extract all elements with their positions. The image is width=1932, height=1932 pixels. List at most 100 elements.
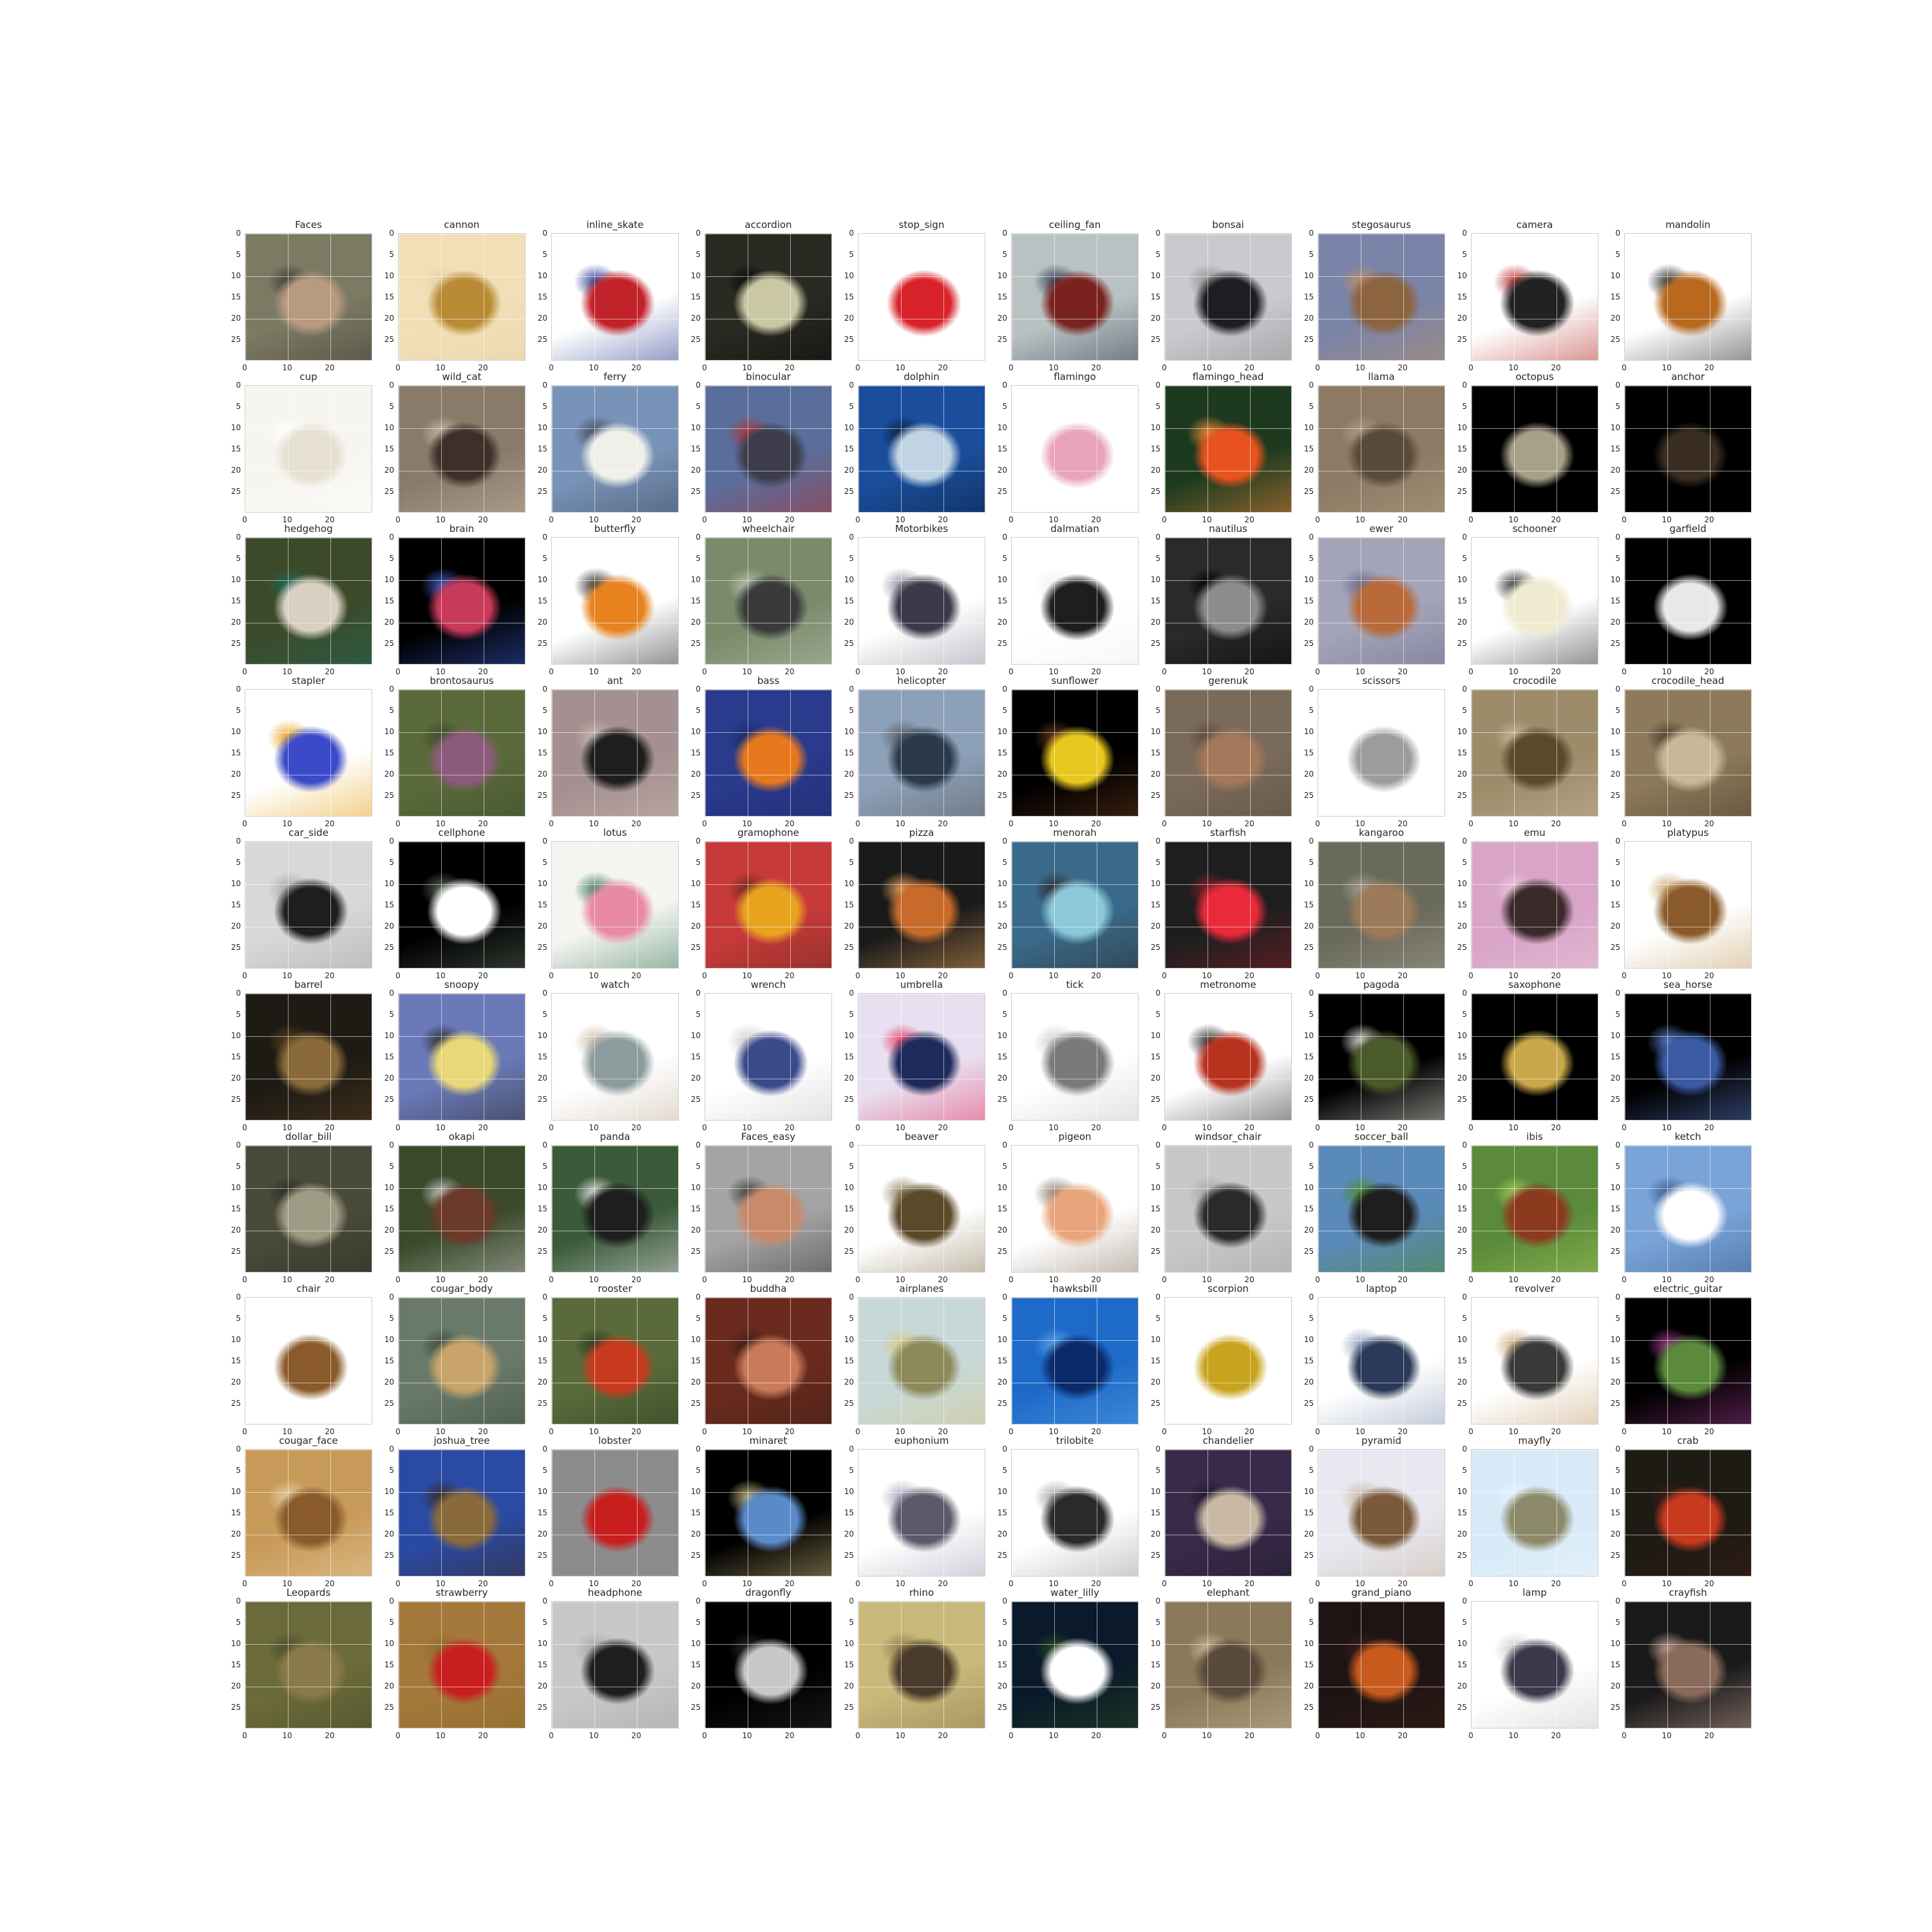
y-tick-label: 25 (384, 639, 394, 648)
y-tick-label: 0 (389, 1596, 394, 1605)
y-tick-label: 0 (1309, 1293, 1314, 1302)
x-tick-label: 10 (742, 1123, 752, 1132)
y-tick-label: 20 (997, 1074, 1007, 1083)
y-tick-label: 25 (1150, 1399, 1160, 1408)
y-tick-label: 20 (1150, 1378, 1160, 1387)
y-tick-label: 0 (1309, 837, 1314, 846)
panel-title: mayfly (1518, 1435, 1551, 1446)
y-tick-label: 10 (1610, 271, 1620, 280)
y-tick-label: 0 (1002, 837, 1007, 846)
y-tick-label: 25 (1610, 487, 1620, 496)
x-tick-label: 20 (1091, 1275, 1101, 1284)
panel-car-side: car_side 0 5 10 15 20 25 0 10 20 (231, 827, 399, 993)
panel-panda: panda 0 5 10 15 20 25 0 10 20 (538, 1131, 706, 1297)
x-tick-label: 10 (589, 515, 599, 524)
x-tick-label: 10 (435, 1275, 446, 1284)
y-tick-label: 5 (696, 1010, 701, 1019)
y-tick-label: 0 (1615, 229, 1620, 238)
x-tick-label: 10 (1508, 363, 1519, 372)
thumbnail-image (1318, 689, 1445, 817)
x-tick-label: 10 (1508, 1275, 1519, 1284)
x-tick-label: 10 (1355, 1427, 1365, 1436)
y-tick-label: 5 (696, 250, 701, 259)
y-tick-label: 25 (384, 1247, 394, 1256)
y-tick-label: 20 (1457, 1226, 1467, 1235)
y-tick-label: 15 (231, 1508, 241, 1517)
y-tick-label: 15 (844, 1660, 854, 1669)
panel-chandelier: chandelier 0 5 10 15 20 25 0 10 20 (1151, 1435, 1319, 1601)
y-tick-label: 15 (537, 596, 547, 605)
y-tick-label: 15 (384, 444, 394, 453)
y-tick-label: 15 (231, 748, 241, 757)
x-tick-label: 20 (1244, 1731, 1255, 1740)
y-tick-label: 0 (1615, 837, 1620, 846)
y-tick-label: 10 (231, 1335, 241, 1344)
y-tick-label: 25 (844, 943, 854, 952)
panel-stegosaurus: stegosaurus 0 5 10 15 20 25 0 10 20 (1304, 219, 1472, 385)
y-tick-label: 20 (1610, 1226, 1620, 1235)
x-tick-label: 0 (242, 1731, 247, 1740)
x-tick-label: 10 (895, 971, 905, 980)
x-tick-label: 10 (589, 1275, 599, 1284)
y-tick-label: 20 (1457, 1681, 1467, 1690)
y-tick-label: 10 (537, 1487, 547, 1496)
y-tick-label: 10 (384, 1031, 394, 1040)
x-tick-label: 0 (1009, 1579, 1014, 1588)
y-tick-label: 0 (1462, 1596, 1467, 1605)
y-tick-label: 20 (384, 618, 394, 627)
thumbnail-image (705, 689, 832, 817)
x-tick-label: 10 (1508, 1427, 1519, 1436)
y-tick-label: 0 (236, 989, 241, 998)
y-tick-label: 15 (997, 596, 1007, 605)
x-tick-label: 20 (631, 1427, 641, 1436)
y-tick-label: 15 (537, 1356, 547, 1365)
y-tick-label: 20 (1303, 1378, 1314, 1387)
x-tick-label: 20 (1704, 667, 1714, 676)
y-tick-label: 25 (1150, 1095, 1160, 1104)
x-tick-label: 10 (589, 819, 599, 828)
y-tick-label: 10 (997, 879, 1007, 888)
panel-saxophone: saxophone 0 5 10 15 20 25 0 10 20 (1457, 979, 1625, 1145)
y-tick-label: 15 (1150, 900, 1160, 909)
x-tick-label: 0 (702, 971, 707, 980)
y-tick-label: 10 (1150, 1335, 1160, 1344)
x-tick-label: 10 (1662, 1123, 1672, 1132)
x-tick-label: 10 (895, 1579, 905, 1588)
panel-title: camera (1516, 219, 1553, 231)
panel-trilobite: trilobite 0 5 10 15 20 25 0 10 20 (998, 1435, 1166, 1601)
y-tick-label: 0 (849, 229, 854, 238)
y-tick-label: 0 (1155, 1596, 1160, 1605)
y-tick-label: 20 (537, 922, 547, 931)
y-tick-label: 10 (997, 575, 1007, 584)
panel-cougar-face: cougar_face 0 5 10 15 20 25 0 10 20 (231, 1435, 399, 1601)
y-tick-label: 0 (1309, 1596, 1314, 1605)
x-tick-label: 0 (1468, 1275, 1473, 1284)
y-tick-label: 15 (231, 292, 241, 301)
panel-title: metronome (1200, 979, 1256, 990)
y-tick-label: 25 (690, 1551, 701, 1560)
y-tick-label: 10 (1303, 423, 1314, 432)
x-tick-label: 20 (938, 819, 948, 828)
y-tick-label: 10 (690, 271, 701, 280)
panel-title: airplanes (899, 1283, 944, 1294)
panel-octopus: octopus 0 5 10 15 20 25 0 10 20 (1457, 371, 1625, 537)
x-tick-label: 10 (282, 1731, 292, 1740)
panel-title: headphone (587, 1587, 643, 1598)
x-tick-label: 0 (1468, 515, 1473, 524)
thumbnail-image (1471, 537, 1598, 665)
panel-mandolin: mandolin 0 5 10 15 20 25 0 10 20 (1611, 219, 1779, 385)
y-tick-label: 25 (1303, 1703, 1314, 1712)
x-tick-label: 20 (938, 971, 948, 980)
x-tick-label: 0 (1622, 1275, 1627, 1284)
y-tick-label: 0 (696, 1141, 701, 1150)
y-tick-label: 20 (231, 1530, 241, 1539)
y-tick-label: 5 (1309, 1162, 1314, 1171)
y-tick-label: 0 (849, 1293, 854, 1302)
y-tick-label: 5 (542, 858, 547, 867)
y-tick-label: 5 (389, 1010, 394, 1019)
y-tick-label: 20 (1303, 1226, 1314, 1235)
y-tick-label: 25 (1457, 1399, 1467, 1408)
y-tick-label: 10 (844, 575, 854, 584)
panel-title: bonsai (1212, 219, 1244, 231)
x-tick-label: 10 (435, 971, 446, 980)
